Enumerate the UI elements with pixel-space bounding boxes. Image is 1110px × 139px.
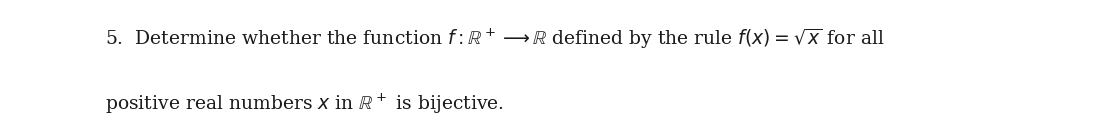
Text: 5.  Determine whether the function $f : \mathbb{R}^+ \longrightarrow \mathbb{R}$: 5. Determine whether the function $f : \… (105, 27, 885, 51)
Text: positive real numbers $x$ in $\mathbb{R}^+$ is bijective.: positive real numbers $x$ in $\mathbb{R}… (105, 92, 504, 116)
